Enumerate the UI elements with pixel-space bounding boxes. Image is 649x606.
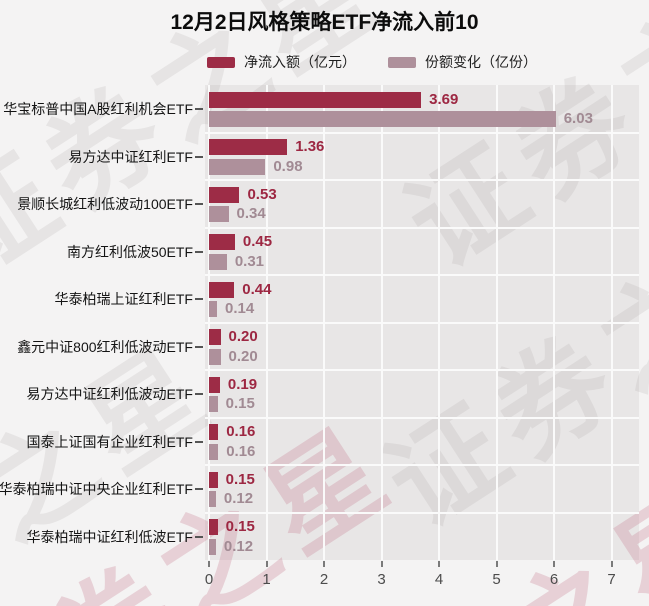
bar-net-inflow	[209, 234, 235, 250]
value-label-net-inflow: 0.15	[225, 518, 255, 535]
value-label-share-change: 0.15	[225, 395, 255, 412]
gridline-horizontal	[205, 464, 639, 466]
legend: 净流入额（亿元） 份额变化（亿份）	[207, 52, 537, 72]
x-axis-tick	[553, 561, 555, 567]
category-label: 华泰柏瑞上证红利ETF	[54, 291, 193, 307]
legend-item-share-change: 份额变化（亿份）	[388, 52, 537, 72]
x-axis-tick	[208, 561, 210, 567]
y-axis-tick	[195, 345, 203, 348]
gridline-horizontal	[205, 416, 639, 419]
value-label-net-inflow: 0.44	[242, 280, 272, 298]
bar-net-inflow	[209, 186, 240, 203]
legend-swatch-share-change	[388, 56, 416, 68]
value-label-share-change: 0.12	[223, 490, 254, 507]
legend-label-net-inflow: 净流入额（亿元）	[244, 54, 356, 70]
x-axis-label: 6	[549, 571, 559, 588]
bar-net-inflow	[209, 471, 218, 488]
y-axis-tick	[195, 440, 203, 443]
x-axis-tick	[323, 561, 325, 567]
x-axis-label: 1	[262, 571, 271, 588]
category-label: 华泰柏瑞中证红利低波ETF	[26, 528, 193, 545]
bar-share-change	[209, 158, 266, 175]
y-axis-tick	[195, 250, 203, 253]
gridline-horizontal	[205, 369, 639, 371]
bar-net-inflow	[209, 91, 422, 108]
x-axis-label: 5	[492, 571, 501, 588]
value-label-share-change: 0.31	[234, 252, 265, 270]
value-label-net-inflow: 0.19	[227, 375, 258, 393]
x-axis-label: 4	[434, 571, 444, 588]
bar-share-change	[209, 111, 556, 127]
x-axis-label: 7	[607, 571, 616, 588]
category-label: 华泰柏瑞中证中央企业红利ETF	[0, 481, 193, 497]
value-label-share-change: 0.16	[226, 442, 256, 460]
bar-share-change	[209, 538, 216, 555]
value-label-net-inflow: 0.15	[225, 470, 255, 488]
value-label-net-inflow: 1.36	[295, 138, 325, 155]
value-label-net-inflow: 0.16	[226, 423, 256, 440]
bar-share-change	[209, 491, 216, 507]
category-label: 易方达中证红利低波动ETF	[26, 386, 193, 402]
bar-share-change	[209, 301, 218, 317]
gridline-horizontal	[205, 321, 639, 324]
x-axis-label: 2	[319, 571, 329, 588]
gridline-horizontal	[205, 274, 639, 276]
value-label-share-change: 0.14	[225, 300, 255, 317]
bar-share-change	[209, 396, 218, 412]
y-axis-tick	[195, 203, 203, 205]
bar-net-inflow	[209, 329, 221, 345]
bar-net-inflow	[209, 376, 220, 393]
y-axis-tick	[195, 393, 203, 395]
y-axis-tick	[195, 155, 203, 158]
x-axis-label: 0	[204, 571, 214, 588]
category-label: 鑫元中证800红利低波动ETF	[17, 338, 193, 355]
value-label-share-change: 6.03	[563, 110, 593, 127]
gridline-horizontal	[205, 226, 639, 229]
bar-net-inflow	[209, 424, 219, 440]
bar-net-inflow	[209, 519, 218, 535]
x-axis-tick	[438, 561, 440, 567]
value-label-share-change: 0.20	[228, 347, 258, 365]
bar-share-change	[209, 206, 229, 222]
gridline-horizontal	[205, 179, 639, 181]
bar-net-inflow	[209, 139, 288, 155]
value-label-share-change: 0.98	[273, 157, 303, 175]
value-label-net-inflow: 0.53	[247, 185, 277, 203]
category-label: 华宝标普中国A股红利机会ETF	[3, 101, 193, 117]
y-axis-tick	[195, 535, 203, 538]
category-label: 南方红利低波50ETF	[66, 243, 193, 260]
gridline-horizontal	[205, 131, 639, 134]
x-axis-tick	[495, 561, 498, 567]
chart-title: 12月2日风格策略ETF净流入前10	[170, 11, 479, 34]
legend-item-net-inflow: 净流入额（亿元）	[207, 52, 356, 72]
x-axis-tick	[380, 561, 383, 567]
x-axis-tick	[265, 561, 268, 567]
legend-label-share-change: 份额变化（亿份）	[425, 54, 537, 70]
category-label: 国泰上证国有企业红利ETF	[26, 433, 193, 450]
y-axis-tick	[195, 488, 203, 490]
x-axis-label: 3	[377, 571, 386, 588]
value-label-net-inflow: 0.20	[228, 328, 258, 345]
category-label: 易方达中证红利ETF	[68, 148, 193, 165]
y-axis-tick	[195, 108, 203, 110]
x-axis-tick	[610, 561, 613, 567]
bar-share-change	[209, 348, 221, 365]
bar-net-inflow	[209, 281, 235, 298]
bar-share-change	[209, 253, 227, 270]
value-label-net-inflow: 0.45	[242, 233, 273, 250]
y-axis-tick	[195, 298, 203, 300]
category-label: 景顺长城红利低波动100ETF	[17, 196, 193, 212]
bar-share-change	[209, 443, 219, 460]
legend-swatch-net-inflow	[207, 56, 235, 68]
value-label-share-change: 0.12	[223, 537, 254, 555]
value-label-net-inflow: 3.69	[429, 90, 459, 108]
value-label-share-change: 0.34	[236, 205, 266, 222]
gridline-horizontal	[205, 511, 639, 514]
